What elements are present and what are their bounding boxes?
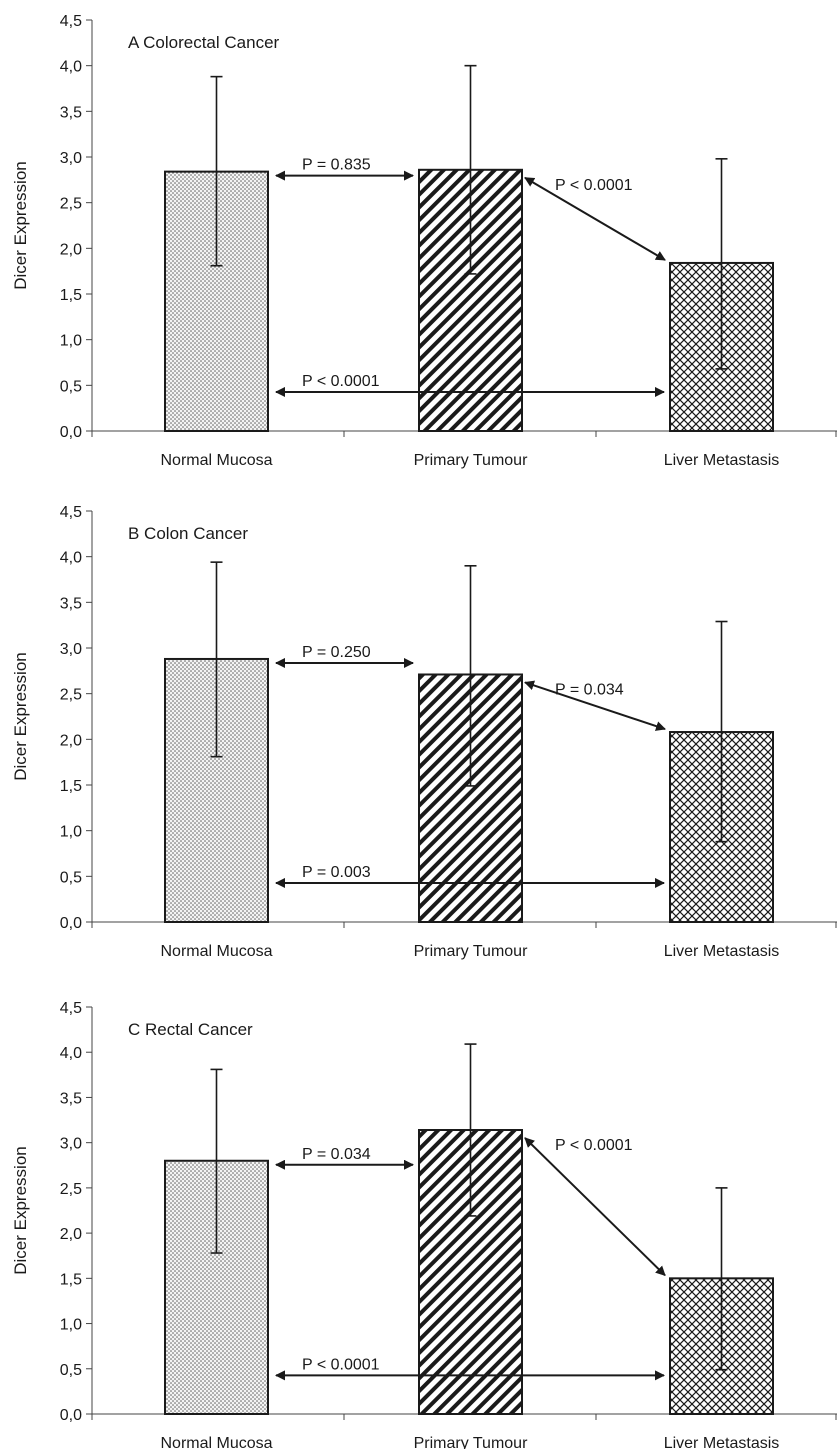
y-tick-label: 0,5 bbox=[60, 378, 82, 395]
y-tick-label: 3,5 bbox=[60, 104, 82, 121]
x-category-label: Normal Mucosa bbox=[160, 452, 272, 469]
y-axis-label: Dicer Expression bbox=[11, 1146, 30, 1275]
p-value-label: P = 0.003 bbox=[302, 864, 371, 881]
p-value-label: P < 0.0001 bbox=[302, 373, 380, 390]
y-tick-label: 2,5 bbox=[60, 687, 82, 704]
y-tick-label: 2,0 bbox=[60, 1226, 82, 1243]
x-category-label: Liver Metastasis bbox=[664, 943, 780, 960]
comparison-arrow bbox=[524, 1137, 666, 1277]
panel-title: B Colon Cancer bbox=[128, 524, 248, 543]
y-tick-label: 1,5 bbox=[60, 287, 82, 304]
y-tick-label: 3,0 bbox=[60, 641, 82, 658]
p-value-label: P < 0.0001 bbox=[302, 1356, 380, 1373]
panel-title: C Rectal Cancer bbox=[128, 1020, 253, 1039]
panel-title: A Colorectal Cancer bbox=[128, 33, 280, 52]
p-value-label: P = 0.034 bbox=[302, 1146, 371, 1163]
y-tick-label: 1,0 bbox=[60, 333, 82, 350]
y-tick-label: 0,0 bbox=[60, 915, 82, 932]
p-value-label: P = 0.250 bbox=[302, 644, 371, 661]
bar-1 bbox=[164, 170, 269, 432]
p-value-label: P < 0.0001 bbox=[555, 1137, 633, 1154]
y-tick-label: 2,5 bbox=[60, 196, 82, 213]
y-tick-label: 0,0 bbox=[60, 424, 82, 441]
y-tick-label: 2,5 bbox=[60, 1181, 82, 1198]
y-tick-label: 4,0 bbox=[60, 1045, 82, 1062]
chart-panel-1: 0,0 0,5 1,0 1,5 2,0 2,5 3,0 3,5 4,0 4,5 Dicer Expr… bbox=[11, 13, 837, 469]
y-tick-label: 4,5 bbox=[60, 13, 82, 30]
y-tick-label: 4,0 bbox=[60, 550, 82, 567]
y-tick-label: 3,0 bbox=[60, 150, 82, 167]
p-value-label: P = 0.034 bbox=[555, 681, 624, 698]
comparison-arrow bbox=[524, 176, 666, 261]
y-tick-label: 3,0 bbox=[60, 1136, 82, 1153]
y-tick-label: 3,5 bbox=[60, 1090, 82, 1107]
y-tick-label: 4,0 bbox=[60, 59, 82, 76]
x-category-label: Primary Tumour bbox=[414, 1435, 528, 1449]
x-category-label: Liver Metastasis bbox=[664, 1435, 780, 1449]
y-tick-label: 3,5 bbox=[60, 595, 82, 612]
p-value-label: P < 0.0001 bbox=[555, 177, 633, 194]
x-category-label: Normal Mucosa bbox=[160, 1435, 272, 1449]
y-tick-label: 1,5 bbox=[60, 1271, 82, 1288]
x-category-label: Primary Tumour bbox=[414, 452, 528, 469]
y-axis-label: Dicer Expression bbox=[11, 652, 30, 781]
y-tick-label: 0,5 bbox=[60, 1362, 82, 1379]
chart-panel-3: 0,0 0,5 1,0 1,5 2,0 2,5 3,0 3,5 4,0 4,5 Dicer Expr… bbox=[11, 1000, 837, 1449]
y-tick-label: 0,5 bbox=[60, 869, 82, 886]
y-tick-label: 2,0 bbox=[60, 241, 82, 258]
x-category-label: Primary Tumour bbox=[414, 943, 528, 960]
y-tick-label: 0,0 bbox=[60, 1407, 82, 1424]
x-category-label: Liver Metastasis bbox=[664, 452, 780, 469]
y-tick-label: 4,5 bbox=[60, 504, 82, 521]
y-axis-label: Dicer Expression bbox=[11, 161, 30, 290]
chart-panel-2: 0,0 0,5 1,0 1,5 2,0 2,5 3,0 3,5 4,0 4,5 Dicer Expr… bbox=[11, 504, 837, 960]
y-tick-label: 2,0 bbox=[60, 732, 82, 749]
y-tick-label: 1,0 bbox=[60, 824, 82, 841]
y-tick-label: 4,5 bbox=[60, 1000, 82, 1017]
y-tick-label: 1,0 bbox=[60, 1317, 82, 1334]
comparison-arrow bbox=[524, 680, 666, 731]
x-category-label: Normal Mucosa bbox=[160, 943, 272, 960]
y-tick-label: 1,5 bbox=[60, 778, 82, 795]
p-value-label: P = 0.835 bbox=[302, 157, 371, 174]
